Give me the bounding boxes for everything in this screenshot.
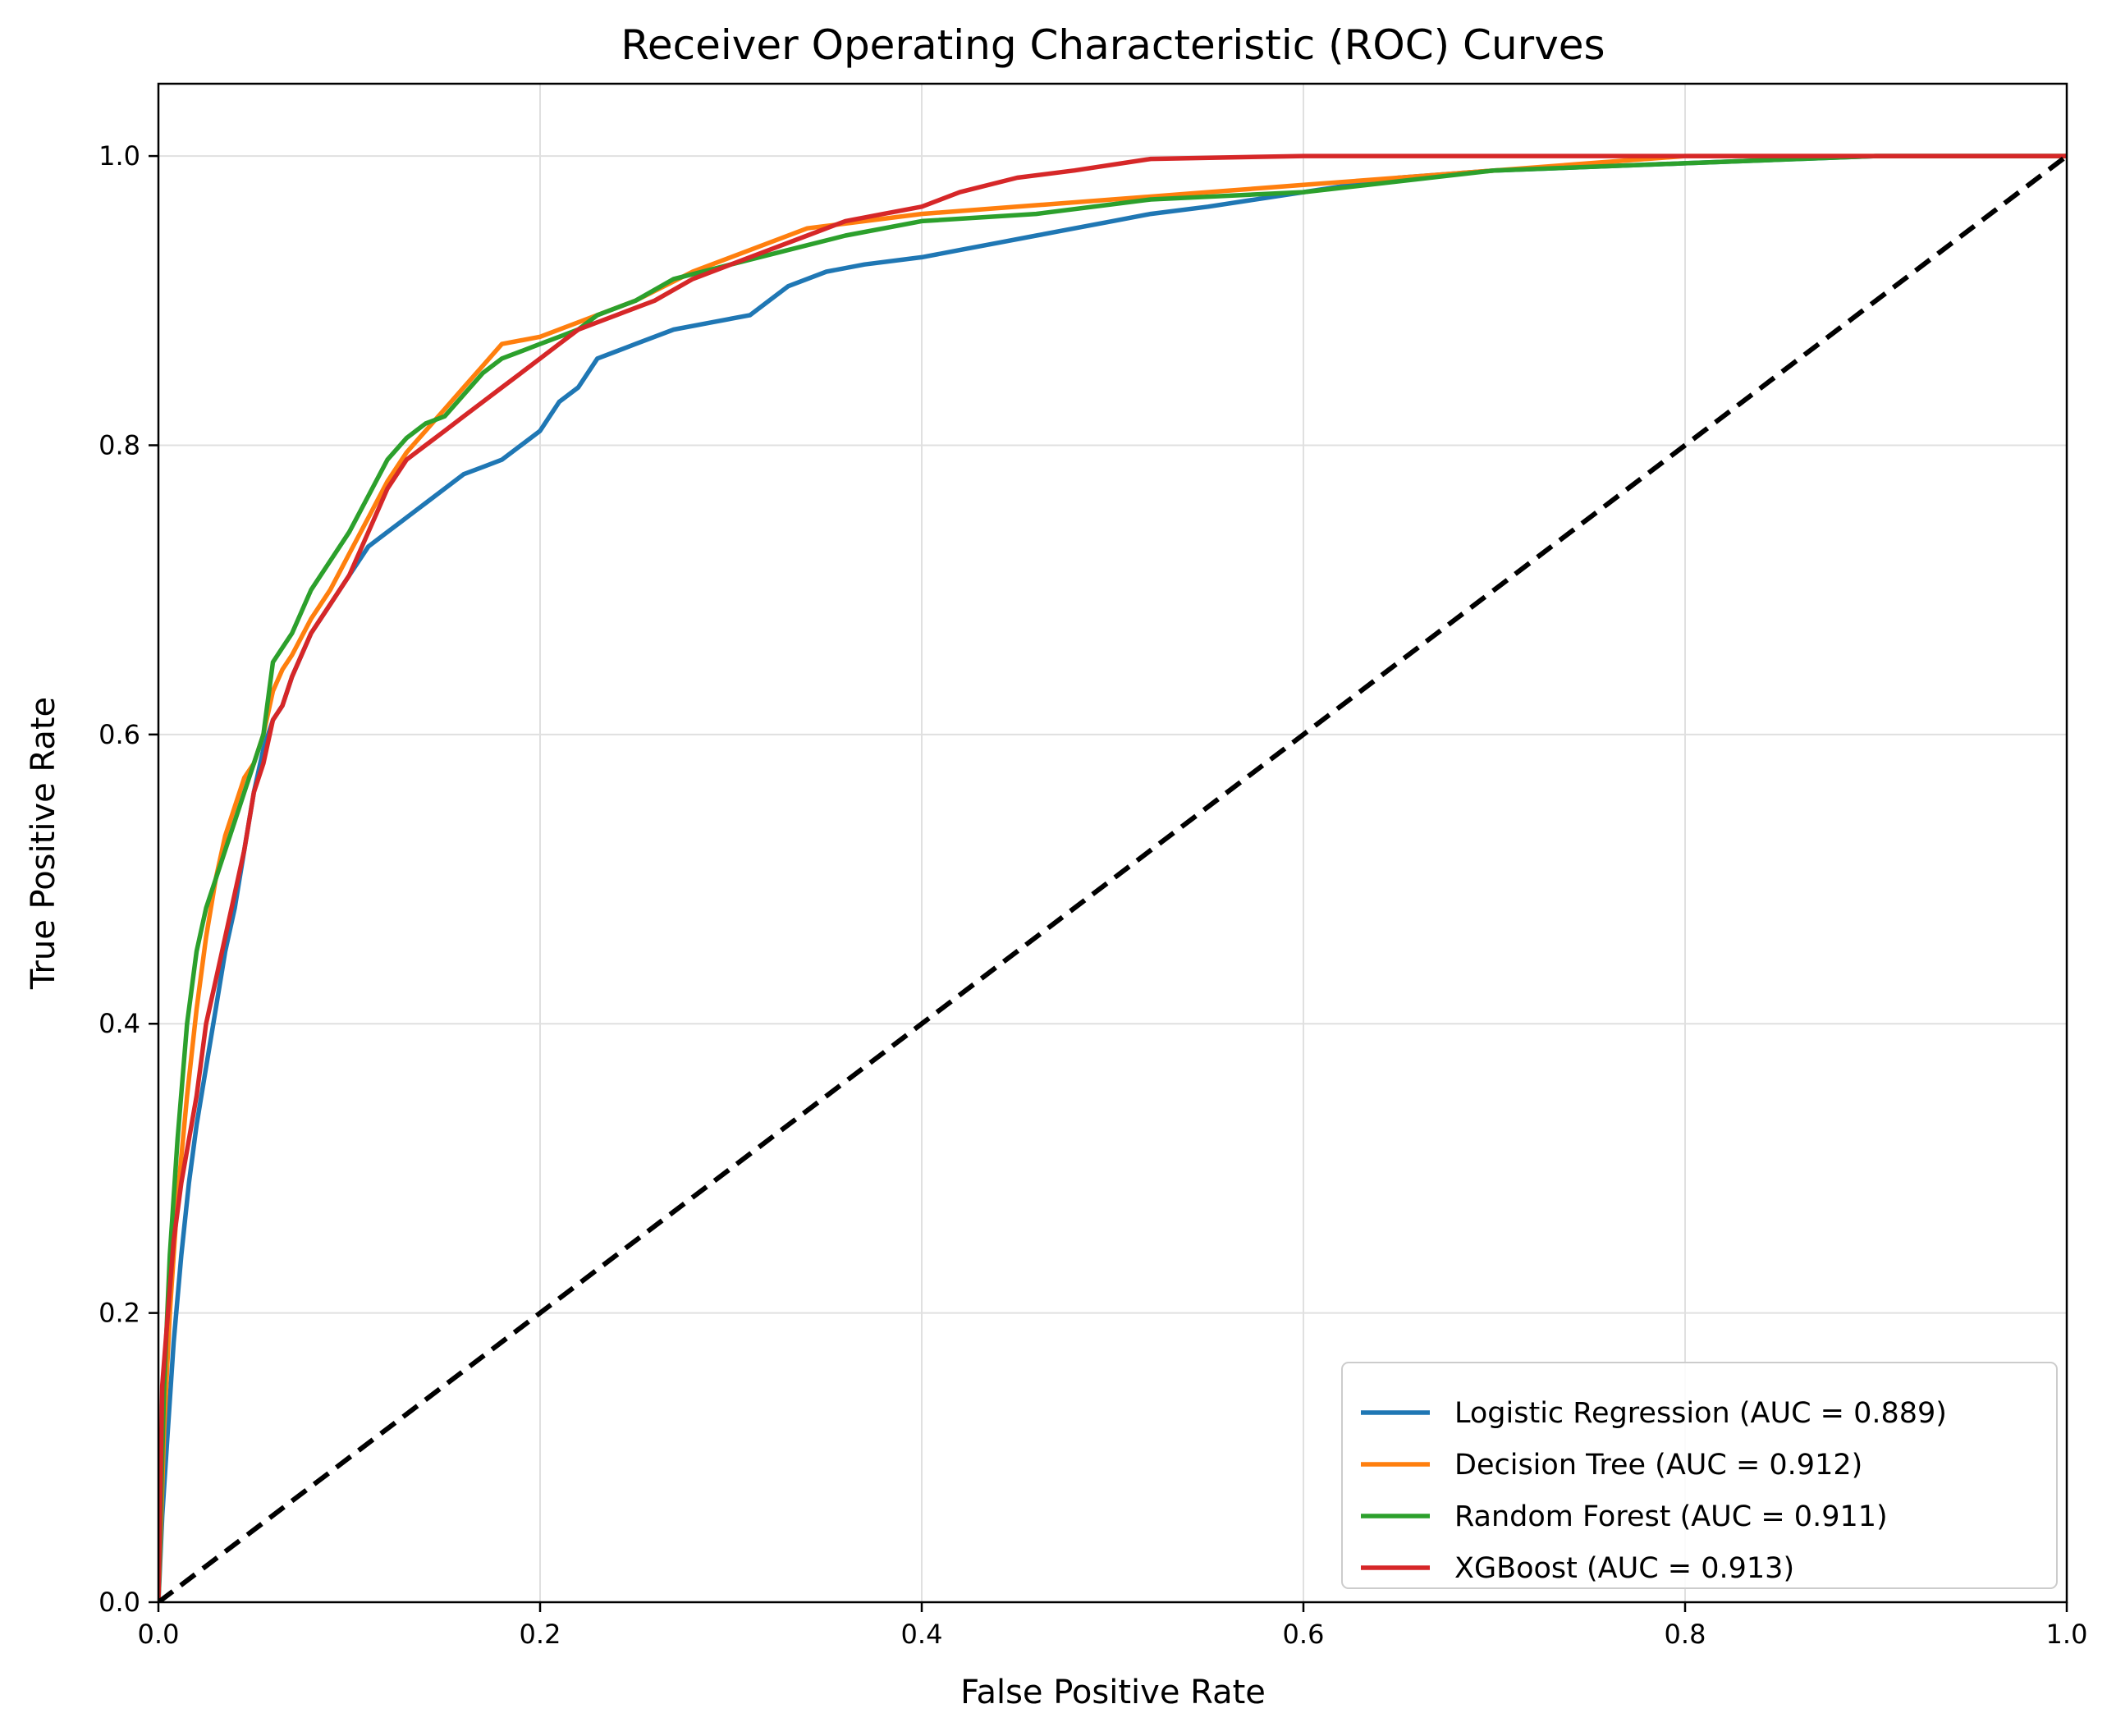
x-axis-label: False Positive Rate bbox=[960, 1674, 1266, 1711]
legend-label: Decision Tree (AUC = 0.912) bbox=[1454, 1449, 1862, 1482]
series-line-3 bbox=[158, 153, 2067, 1602]
x-tick-label: 0.2 bbox=[520, 1619, 561, 1650]
y-axis-label: True Positive Rate bbox=[25, 697, 62, 990]
series-line-0 bbox=[158, 153, 2067, 1602]
axes-frame bbox=[157, 82, 2068, 1604]
legend-label: Logistic Regression (AUC = 0.889) bbox=[1454, 1397, 1947, 1430]
x-tick-label: 0.6 bbox=[1283, 1619, 1325, 1650]
x-tick-label: 0.8 bbox=[1665, 1619, 1706, 1650]
tick-layer: 0.0 0.2 0.4 0.6 0.8 1.0 0.0 0.2 0.4 0.6 0.8 1.0 bbox=[98, 140, 2087, 1650]
y-tick-label: 1.0 bbox=[98, 140, 140, 172]
y-tick-label: 0.4 bbox=[98, 1008, 140, 1039]
legend: Logistic Regression (AUC = 0.889) Decisio… bbox=[1341, 1362, 2058, 1589]
y-tick-label: 0.2 bbox=[98, 1298, 140, 1329]
x-tick-label: 0.0 bbox=[138, 1619, 180, 1650]
y-tick-label: 0.0 bbox=[98, 1587, 140, 1618]
legend-box bbox=[1341, 1362, 2058, 1589]
grid-layer bbox=[158, 84, 2068, 1603]
chance-diagonal-line bbox=[158, 153, 2067, 1602]
chart-title: Receiver Operating Characteristic (ROC) … bbox=[621, 21, 1605, 69]
legend-label: Random Forest (AUC = 0.911) bbox=[1454, 1500, 1888, 1533]
series-line-2 bbox=[158, 153, 2067, 1602]
legend-items: Logistic Regression (AUC = 0.889) Decisio… bbox=[1361, 1397, 1947, 1585]
y-tick-label: 0.8 bbox=[98, 429, 140, 460]
series-layer bbox=[158, 153, 2067, 1602]
y-tick-label: 0.6 bbox=[98, 719, 140, 750]
legend-label: XGBoost (AUC = 0.913) bbox=[1454, 1552, 1794, 1585]
x-tick-label: 1.0 bbox=[2046, 1619, 2088, 1650]
x-tick-label: 0.4 bbox=[901, 1619, 943, 1650]
